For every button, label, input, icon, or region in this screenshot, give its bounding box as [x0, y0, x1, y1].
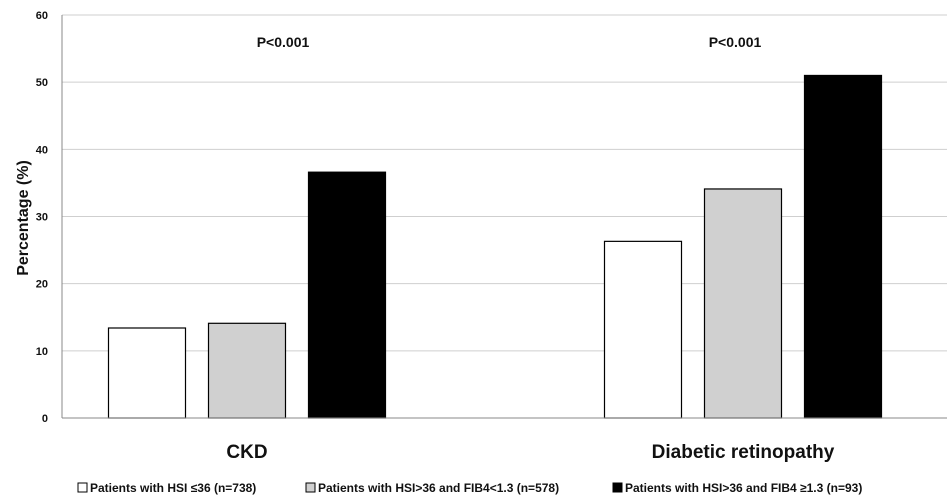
legend-swatch [612, 482, 623, 493]
axes [61, 15, 947, 419]
bar-2-ckd [207, 322, 287, 419]
annotations: P<0.001 P<0.001 [257, 34, 762, 50]
bar-3-diabetic-retinopathy [803, 74, 883, 419]
category-label: Diabetic retinopathy [652, 442, 835, 463]
legend-label: Patients with HSI ≤36 (n=738) [90, 481, 256, 495]
gridlines [62, 14, 947, 352]
legend-swatch [305, 482, 316, 493]
bars [107, 74, 883, 419]
bar-1-ckd [107, 327, 187, 419]
y-tick-label: 50 [36, 77, 48, 89]
y-tick-label: 20 [36, 279, 48, 291]
y-tick-label: 40 [36, 144, 48, 156]
category-labels: CKD Diabetic retinopathy [226, 442, 834, 463]
y-axis-label: Percentage (%) [15, 160, 32, 276]
y-tick-label: 0 [42, 413, 48, 425]
legend-label: Patients with HSI>36 and FIB4 ≥1.3 (n=93… [625, 481, 862, 495]
category-label: CKD [226, 442, 267, 463]
legend-label: Patients with HSI>36 and FIB4<1.3 (n=578… [318, 481, 559, 495]
bar-2-diabetic-retinopathy [703, 188, 783, 419]
legend-swatch [77, 482, 88, 493]
bar-1-diabetic-retinopathy [603, 240, 683, 419]
p-value-annotation: P<0.001 [709, 34, 762, 50]
bar-3-ckd [307, 171, 387, 419]
y-tick-label: 60 [36, 10, 48, 22]
y-tick-label: 30 [36, 212, 48, 224]
p-value-annotation: P<0.001 [257, 34, 310, 50]
y-tick-label: 10 [36, 346, 48, 358]
legend: Patients with HSI ≤36 (n=738) Patients wi… [77, 481, 862, 495]
y-tick-labels: 0 10 20 30 40 50 60 [36, 10, 48, 425]
